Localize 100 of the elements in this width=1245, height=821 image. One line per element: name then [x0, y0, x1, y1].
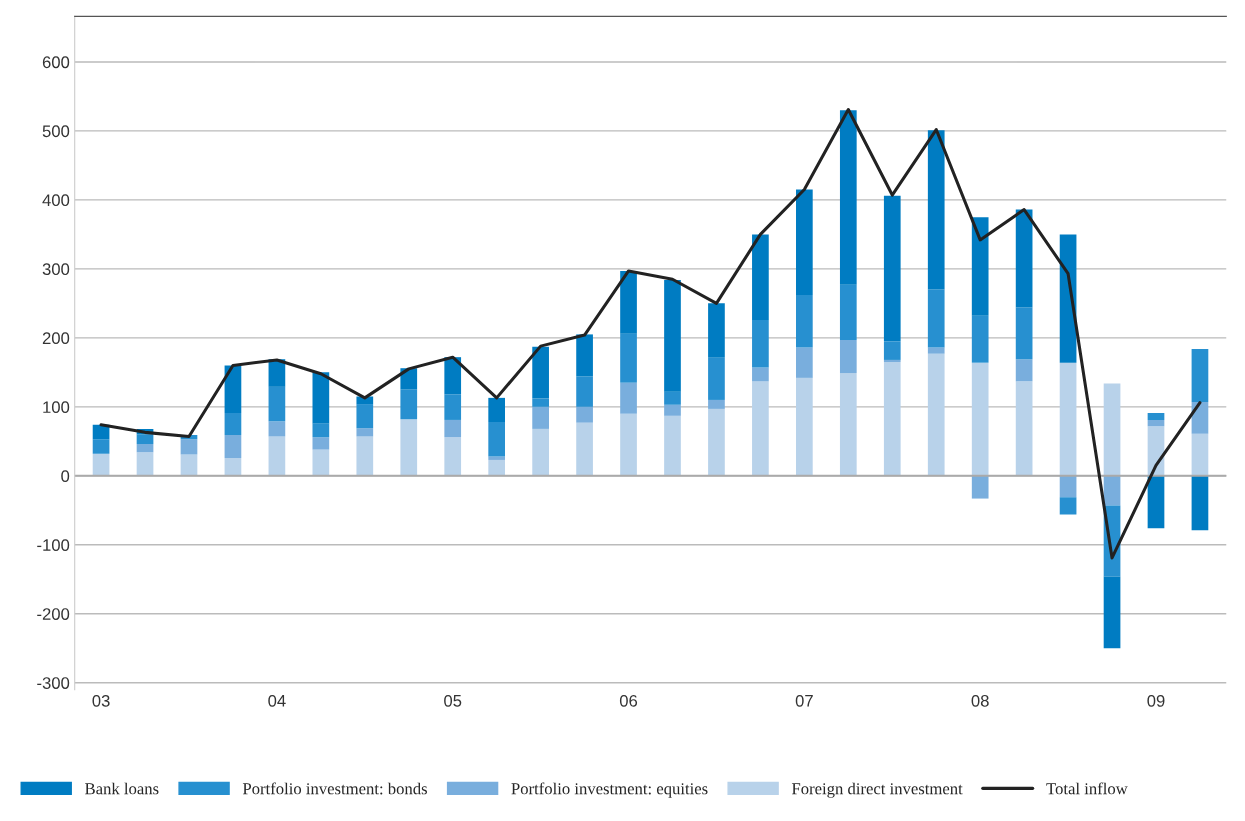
legend-label: Total inflow: [1046, 782, 1128, 795]
bar: [268, 386, 286, 422]
bar: [1015, 381, 1033, 476]
bar: [356, 428, 374, 437]
bar: [708, 408, 725, 476]
bar: [708, 303, 725, 358]
y-tick-label: 400: [42, 194, 70, 207]
bar: [620, 270, 637, 334]
bar: [444, 357, 462, 395]
y-tick-label: 100: [43, 401, 70, 414]
bar: [1147, 419, 1165, 427]
bar: [839, 110, 857, 285]
y-tick-label: 500: [42, 125, 70, 138]
bar: [620, 413, 637, 476]
bar: [1059, 475, 1077, 498]
bar: [883, 341, 901, 360]
bar: [1059, 497, 1077, 515]
legend-label: Portfolio investment: equities: [511, 782, 708, 798]
y-tick-label: -100: [37, 539, 70, 551]
bar: [180, 439, 198, 455]
bar: [620, 333, 637, 383]
legend-label: Bank loans: [85, 782, 159, 795]
bar: [532, 428, 549, 476]
legend-label: Foreign direct investment: [791, 782, 963, 798]
bar: [971, 475, 989, 499]
bar: [708, 357, 725, 400]
bar: [1191, 475, 1209, 531]
line-series: [99, 108, 1202, 560]
bar: [312, 423, 330, 438]
bar: [1015, 307, 1033, 360]
bar: [488, 459, 506, 476]
bar: [752, 234, 769, 320]
y-tick-label: -300: [37, 677, 70, 689]
bar: [839, 339, 857, 374]
bar: [927, 353, 945, 476]
bar: [796, 295, 813, 348]
bar: [488, 456, 506, 460]
bar: [752, 319, 769, 368]
bar: [664, 279, 681, 392]
x-tick-label: 09: [1147, 694, 1165, 707]
y-tick-label: -200: [37, 608, 70, 620]
bar: [356, 404, 374, 429]
bar: [92, 453, 110, 476]
bar: [444, 419, 462, 438]
bar: [400, 419, 418, 476]
bar: [883, 362, 901, 476]
x-tick-label: 05: [444, 694, 462, 707]
bar: [839, 284, 857, 340]
bar: [488, 422, 506, 457]
bar: [268, 436, 286, 476]
bar: [488, 397, 506, 423]
x-tick-label: 08: [971, 694, 989, 707]
bar: [576, 334, 593, 377]
bar: [752, 381, 769, 476]
bar: [224, 435, 242, 458]
bar: [620, 382, 637, 414]
bar: [796, 347, 813, 378]
bar: [136, 444, 154, 453]
x-tick-label: 07: [795, 694, 813, 707]
bar: [224, 413, 242, 436]
bar: [1147, 413, 1165, 420]
bar: [576, 376, 593, 407]
x-tick-label: 06: [619, 694, 638, 707]
x-tick-label: 04: [268, 694, 286, 707]
legend-label: Portfolio investment: bonds: [242, 782, 427, 795]
bar: [971, 362, 989, 476]
bar: [444, 437, 462, 476]
bar: [224, 457, 242, 476]
bar: [92, 439, 110, 454]
y-tick-label: 200: [42, 332, 70, 345]
bar: [312, 372, 330, 424]
bar: [664, 391, 681, 405]
bar: [883, 195, 901, 342]
bar: [1191, 348, 1209, 402]
bar: [356, 436, 374, 476]
bar: [1015, 359, 1033, 382]
bar: [1103, 576, 1121, 649]
bar: [576, 406, 593, 423]
bar: [971, 315, 989, 363]
bar: [664, 404, 681, 416]
bar: [312, 437, 330, 450]
bar: [708, 399, 725, 409]
bar: [180, 454, 198, 476]
y-tick-label: 300: [42, 263, 70, 276]
bar: [796, 189, 813, 296]
bar: [1147, 475, 1165, 529]
bar: [224, 365, 242, 414]
bar: [576, 422, 593, 476]
bar: [532, 346, 549, 399]
bar: [1015, 209, 1033, 308]
bar: [136, 434, 154, 445]
bar: [444, 394, 462, 420]
bar: [136, 452, 154, 476]
bar: [927, 289, 945, 348]
bar: [839, 373, 857, 476]
y-tick-label: 600: [42, 56, 70, 69]
y-tick-label: 0: [61, 470, 70, 483]
bar: [1191, 433, 1209, 476]
bar: [927, 130, 945, 290]
bar: [268, 421, 286, 437]
